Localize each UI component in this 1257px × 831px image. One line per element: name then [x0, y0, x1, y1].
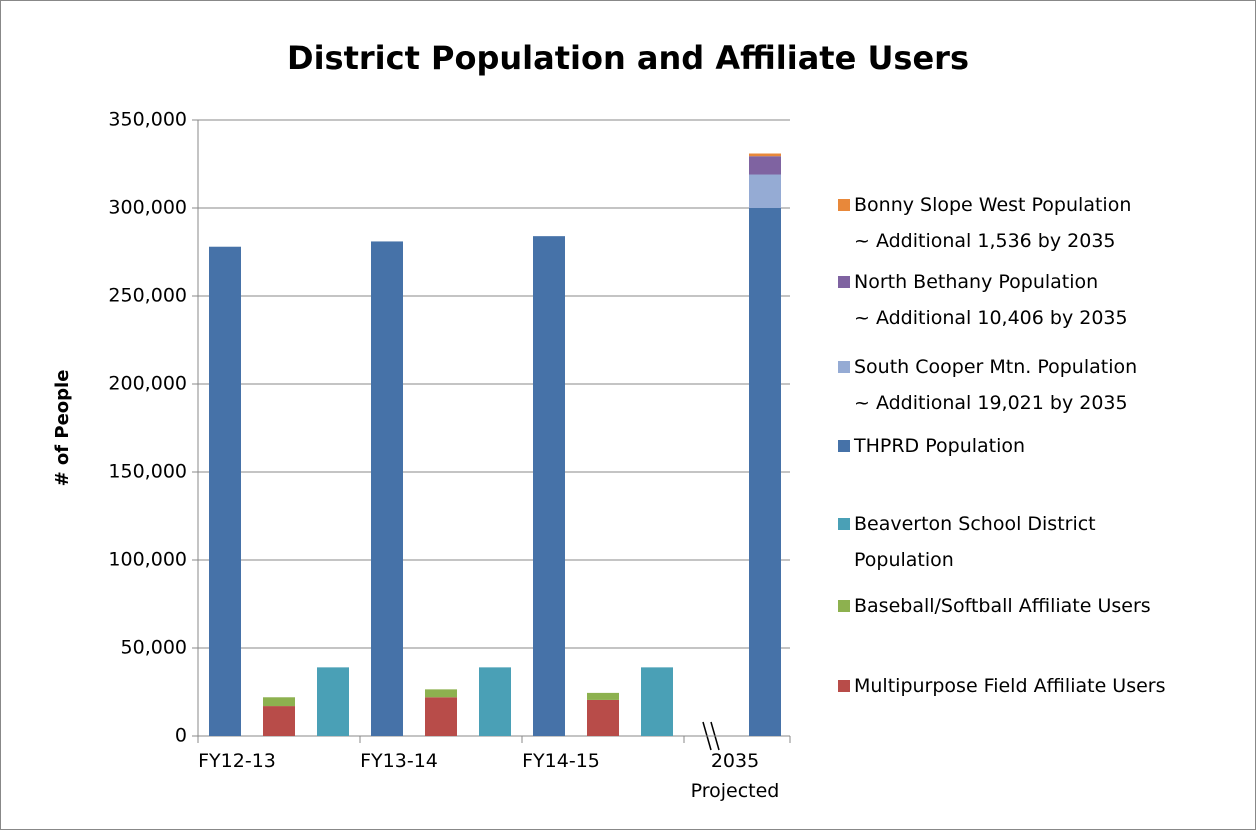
y-tick-label: 250,000: [108, 285, 187, 307]
chart-title: District Population and Affiliate Users: [287, 39, 969, 77]
legend-label: Multipurpose Field Affiliate Users: [854, 675, 1166, 697]
legend-swatch: [838, 600, 850, 612]
y-axis-title: # of People: [52, 370, 73, 487]
bar-segment: [749, 153, 781, 157]
bar-segment: [263, 697, 295, 707]
bar-segment: [587, 699, 619, 736]
bar-segment: [641, 667, 673, 736]
y-tick-label: 200,000: [108, 373, 187, 395]
bar-segment: [425, 697, 457, 736]
bar-segment: [749, 174, 781, 208]
legend-swatch: [838, 680, 850, 692]
legend-swatch: [838, 518, 850, 530]
y-tick-label: 150,000: [108, 461, 187, 483]
bar-segment: [749, 208, 781, 736]
bar-segment: [749, 156, 781, 175]
y-tick-label: 50,000: [121, 637, 187, 659]
x-tick-label: FY14-15: [522, 750, 600, 772]
legend-swatch: [838, 276, 850, 288]
legend-label: Beaverton School District Population: [854, 513, 1096, 571]
bar-segment: [209, 246, 241, 736]
y-tick-label: 100,000: [108, 549, 187, 571]
bar-segment: [587, 692, 619, 700]
legend-swatch: [838, 199, 850, 211]
x-tick-label: FY13-14: [360, 750, 438, 772]
legend-label: Baseball/Softball Affiliate Users: [854, 595, 1151, 617]
y-tick-label: 350,000: [108, 109, 187, 131]
legend-swatch: [838, 361, 850, 373]
y-tick-label: 0: [175, 725, 187, 747]
legend-label: Bonny Slope West Population ~ Additional…: [854, 194, 1132, 252]
legend-label: North Bethany Population ~ Additional 10…: [854, 271, 1128, 329]
y-tick-label: 300,000: [108, 197, 187, 219]
bar-segment: [425, 689, 457, 698]
bar-segment: [479, 667, 511, 736]
legend-label: South Cooper Mtn. Population ~ Additiona…: [854, 356, 1138, 414]
legend-label: THPRD Population: [854, 435, 1026, 457]
legend-swatch: [838, 440, 850, 452]
x-tick-label: 2035 Projected: [690, 750, 780, 802]
bar-segment: [533, 236, 565, 736]
bar-segment: [371, 241, 403, 736]
bar-segment: [263, 706, 295, 736]
x-tick-label: FY12-13: [198, 750, 276, 772]
bar-segment: [317, 667, 349, 736]
